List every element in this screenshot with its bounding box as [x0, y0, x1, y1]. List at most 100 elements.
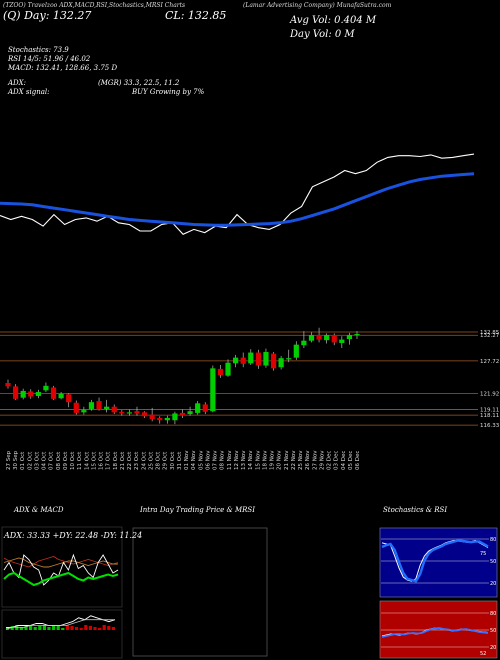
candle-body: [28, 391, 34, 397]
macd-bar: [79, 628, 83, 630]
x-tick-label: 30 Oct: [170, 451, 176, 470]
y-tick-label: 127.72: [480, 359, 499, 365]
candle-body: [248, 352, 254, 364]
candle-body: [217, 368, 224, 376]
x-tick-label: 21 Oct: [120, 451, 126, 470]
x-tick-label: 04 Oct: [42, 451, 48, 470]
avg-volume: Avg Vol: 0.404 M: [290, 15, 377, 26]
x-tick-label: 18 Oct: [113, 451, 119, 470]
x-tick-label: 19 Nov: [270, 450, 276, 470]
candle-body: [119, 411, 125, 414]
x-tick-label: 22 Oct: [127, 451, 133, 470]
candle-body: [263, 351, 269, 366]
macd-bar: [93, 627, 97, 630]
x-tick-label: 07 Oct: [49, 451, 55, 470]
macd-bar: [75, 627, 79, 630]
y-tick-label: 121.92: [480, 392, 499, 398]
candle-body: [270, 353, 277, 369]
x-tick-label: 03 Oct: [34, 451, 40, 470]
x-tick-label: 11 Nov: [227, 450, 233, 470]
x-tick-label: 29 Oct: [163, 451, 169, 470]
x-tick-label: 09 Oct: [63, 451, 69, 470]
candle-body: [172, 413, 178, 421]
x-tick-label: 26 Nov: [305, 450, 311, 470]
mrsi-panel-title: Intra Day Trading Price & MRSI: [140, 506, 255, 514]
stoch-value-label: 75: [480, 551, 486, 557]
x-tick-label: 01 Nov: [184, 450, 190, 470]
macd-bar: [42, 625, 46, 630]
candle-body: [66, 394, 72, 403]
candle-body: [5, 383, 11, 387]
candle-body: [331, 335, 337, 343]
candle-body: [111, 406, 117, 413]
x-tick-label: 06 Nov: [205, 450, 211, 470]
x-tick-label: 07 Nov: [213, 450, 219, 470]
candle-body: [187, 411, 193, 415]
y-tick-label: 116.33: [480, 423, 500, 429]
candle-body: [225, 362, 231, 376]
y-tick-label: 132.85: [480, 330, 500, 336]
macd-bar: [111, 627, 115, 630]
macd-bar: [24, 626, 28, 630]
x-tick-label: 13 Nov: [241, 450, 247, 470]
mrsi-panel: [132, 527, 268, 657]
x-tick-label: 14 Nov: [248, 450, 254, 470]
candle-body: [278, 358, 284, 368]
macd-bar: [70, 626, 74, 630]
y-tick-label: 119.11: [480, 407, 499, 413]
x-tick-label: 23 Oct: [134, 451, 140, 470]
candle-body: [12, 386, 19, 399]
macd-bar: [47, 627, 51, 630]
candle-body: [134, 411, 140, 414]
stoch-panel-title: Stochastics & RSI: [383, 506, 448, 514]
candle-body: [73, 402, 79, 413]
candle-body: [50, 387, 57, 399]
x-tick-label: 05 Dec: [348, 451, 354, 470]
candle-body: [202, 404, 208, 412]
x-tick-label: 05 Nov: [198, 450, 204, 470]
x-tick-label: 10 Oct: [70, 451, 76, 470]
macd-bar: [19, 627, 23, 630]
candle-body: [157, 417, 163, 421]
adx-panel-subtitle: ADX: 33.33 +DY: 22.48 -DY: 11.24: [4, 531, 143, 540]
x-tick-label: 27 Nov: [312, 450, 318, 470]
header-title-right: (Lamar Advertising Company) MunafaSutra.…: [243, 2, 392, 9]
candle-body: [149, 414, 155, 420]
x-tick-label: 27 Sep: [6, 450, 12, 470]
x-tick-label: 01 Oct: [20, 451, 26, 470]
rsi-stat: RSI 14/5: 51.96 / 46.02: [8, 55, 91, 63]
x-tick-label: 08 Nov: [220, 450, 226, 470]
stoch-tick: 80: [490, 537, 496, 543]
macd-bar: [56, 625, 60, 630]
moving-average-line: [0, 172, 475, 227]
macd-bar: [98, 628, 102, 630]
adx-signal-label: ADX signal:: [8, 88, 50, 96]
candle-body: [233, 357, 239, 364]
x-tick-label: 29 Nov: [319, 450, 325, 470]
macd-bar: [33, 627, 37, 630]
x-tick-label: 15 Oct: [91, 451, 97, 470]
price-line: [0, 153, 475, 235]
x-tick-label: 04 Nov: [191, 450, 197, 470]
candle-body: [195, 403, 201, 413]
macd-bar: [52, 626, 56, 630]
candle-body: [141, 412, 148, 417]
x-tick-label: 17 Oct: [106, 451, 112, 470]
macd-bar: [61, 628, 65, 630]
macd-bar: [107, 626, 111, 630]
candle-body: [164, 417, 170, 421]
rsi-blue-line: [381, 627, 489, 638]
rsi-panel: [379, 600, 498, 659]
candle-body: [354, 333, 360, 336]
macd-bar: [29, 625, 33, 630]
macd-stat: MACD: 132.41, 128.66, 3.75 D: [8, 64, 118, 72]
x-tick-label: 21 Nov: [284, 450, 290, 470]
candle-body: [293, 344, 299, 358]
x-tick-label: 15 Nov: [255, 450, 261, 470]
candle-body: [104, 406, 110, 409]
rsi-value-label: 52: [480, 651, 486, 657]
x-tick-label: 06 Dec: [355, 451, 361, 470]
header-title-left: (TZOO) Travelzoo ADX,MACD,RSI,Stochastic…: [3, 2, 186, 9]
x-tick-label: 30 Sep: [13, 450, 19, 470]
